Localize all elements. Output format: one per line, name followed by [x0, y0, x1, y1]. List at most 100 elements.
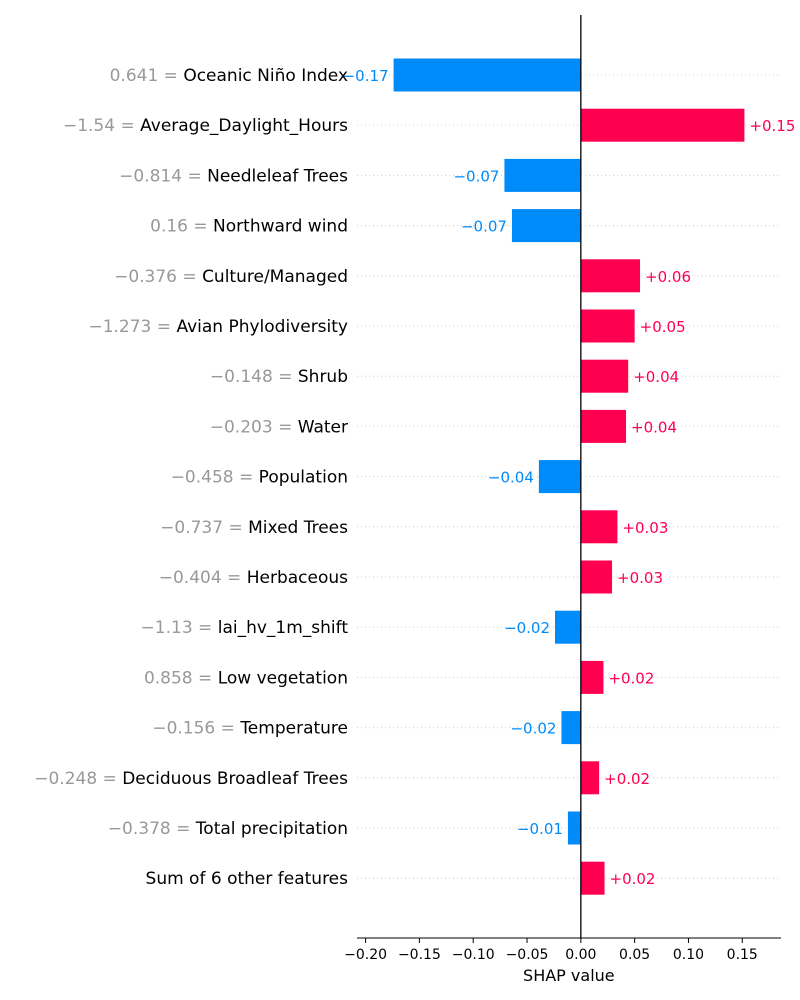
bar-value-label: +0.15	[749, 117, 795, 135]
bar-value-label: −0.02	[510, 720, 556, 738]
bar-positive	[580, 309, 635, 343]
bar-negative	[538, 460, 581, 494]
feature-name: Deciduous Broadleaf Trees	[122, 769, 348, 789]
feature-label: −0.156 = Temperature	[152, 719, 348, 739]
bar-negative	[504, 158, 581, 192]
feature-name: Total precipitation	[195, 819, 348, 839]
feature-value: −0.378	[108, 819, 171, 839]
bar-value-label: +0.03	[617, 569, 663, 587]
feature-value: −0.404	[159, 568, 222, 588]
feature-name: Mixed Trees	[248, 518, 348, 538]
feature-name: Low vegetation	[218, 668, 348, 688]
feature-name: Northward wind	[213, 217, 348, 237]
feature-label: −0.737 = Mixed Trees	[160, 518, 348, 538]
bar-negative	[555, 610, 581, 644]
feature-label: −0.458 = Population	[171, 468, 348, 488]
feature-label: −1.273 = Avian Phylodiversity	[88, 317, 348, 337]
feature-value: −0.148	[210, 367, 273, 387]
x-tick-label: 0.15	[727, 947, 758, 963]
feature-label: −1.54 = Average_Daylight_Hours	[63, 116, 348, 136]
feature-value: −0.814	[119, 166, 182, 186]
feature-name: Oceanic Niño Index	[183, 66, 348, 86]
feature-name: Sum of 6 other features	[146, 869, 349, 889]
equals-sign: =	[222, 568, 247, 588]
feature-name: Temperature	[239, 719, 348, 739]
equals-sign: =	[182, 166, 207, 186]
bar-positive	[580, 861, 605, 895]
bar-value-label: −0.01	[517, 820, 563, 838]
bar-value-label: −0.07	[461, 218, 507, 236]
bars	[393, 58, 745, 895]
feature-label: −0.378 = Total precipitation	[108, 819, 348, 839]
equals-sign: =	[215, 719, 240, 739]
x-tick-label: −0.05	[506, 947, 549, 963]
feature-labels: 0.641 = Oceanic Niño Index −1.54 = Averag…	[34, 66, 348, 889]
bar-value-label: +0.02	[610, 870, 656, 888]
feature-name: Culture/Managed	[202, 267, 348, 287]
bar-value-label: −0.17	[343, 67, 389, 85]
feature-value: −0.248	[34, 769, 97, 789]
feature-value: 0.641	[110, 66, 159, 86]
feature-label: 0.641 = Oceanic Niño Index	[110, 66, 348, 86]
feature-value: 0.16	[150, 217, 188, 237]
equals-sign: =	[273, 417, 298, 437]
bar-negative	[511, 209, 581, 243]
feature-name: lai_hv_1m_shift	[218, 618, 349, 638]
equals-sign: =	[193, 668, 218, 688]
feature-value: −1.13	[141, 618, 193, 638]
feature-name: Population	[259, 468, 348, 488]
bar-value-label: −0.07	[453, 167, 499, 185]
feature-value: 0.858	[144, 668, 193, 688]
bar-positive	[580, 409, 627, 443]
feature-name: Herbaceous	[247, 568, 348, 588]
bar-value-label: +0.02	[604, 770, 650, 788]
feature-label: −0.248 = Deciduous Broadleaf Trees	[34, 769, 348, 789]
bar-negative	[393, 58, 581, 92]
feature-label: 0.16 = Northward wind	[150, 217, 348, 237]
feature-label: Sum of 6 other features	[146, 869, 349, 889]
x-tick-label: 0.05	[619, 947, 650, 963]
equals-sign: =	[234, 468, 259, 488]
feature-name: Water	[298, 417, 348, 437]
feature-value: −0.156	[152, 719, 215, 739]
feature-label: −0.814 = Needleleaf Trees	[119, 166, 348, 186]
bar-negative	[567, 811, 581, 845]
feature-label: −0.376 = Culture/Managed	[114, 267, 348, 287]
x-tick-label: −0.10	[452, 947, 495, 963]
x-ticks: −0.20 −0.15 −0.10 −0.05 0.00 0.05 0.10 0.15	[344, 938, 758, 963]
feature-value: −0.737	[160, 518, 223, 538]
feature-value: −0.203	[210, 417, 273, 437]
feature-label: −0.148 = Shrub	[210, 367, 348, 387]
value-labels: −0.17 +0.15 −0.07 −0.07 +0.06 +0.05 +0.04 +0.04…	[343, 67, 796, 888]
equals-sign: =	[115, 116, 140, 136]
x-tick-label: −0.20	[344, 947, 387, 963]
bar-value-label: +0.04	[631, 418, 677, 436]
feature-label: −0.203 = Water	[210, 417, 348, 437]
bar-value-label: +0.04	[633, 368, 679, 386]
bar-value-label: +0.05	[640, 318, 686, 336]
bar-positive	[580, 560, 613, 594]
feature-value: −1.54	[63, 116, 115, 136]
x-tick-label: 0.10	[673, 947, 704, 963]
feature-value: −1.273	[88, 317, 151, 337]
bar-value-label: −0.02	[504, 619, 550, 637]
equals-sign: =	[188, 217, 213, 237]
feature-name: Needleleaf Trees	[207, 166, 348, 186]
equals-sign: =	[151, 317, 176, 337]
bar-positive	[580, 259, 641, 293]
bar-positive	[580, 359, 629, 393]
equals-sign: =	[177, 267, 202, 287]
feature-label: −0.404 = Herbaceous	[159, 568, 348, 588]
equals-sign: =	[158, 66, 183, 86]
bar-value-label: +0.06	[645, 268, 691, 286]
equals-sign: =	[193, 618, 218, 638]
bar-positive	[580, 660, 604, 694]
bar-value-label: −0.04	[488, 469, 534, 487]
feature-value: −0.376	[114, 267, 177, 287]
bar-positive	[580, 761, 600, 795]
feature-name: Shrub	[298, 367, 348, 387]
feature-label: −1.13 = lai_hv_1m_shift	[141, 618, 349, 638]
feature-name: Avian Phylodiversity	[176, 317, 348, 337]
bar-value-label: +0.03	[622, 519, 668, 537]
bar-negative	[561, 711, 581, 745]
